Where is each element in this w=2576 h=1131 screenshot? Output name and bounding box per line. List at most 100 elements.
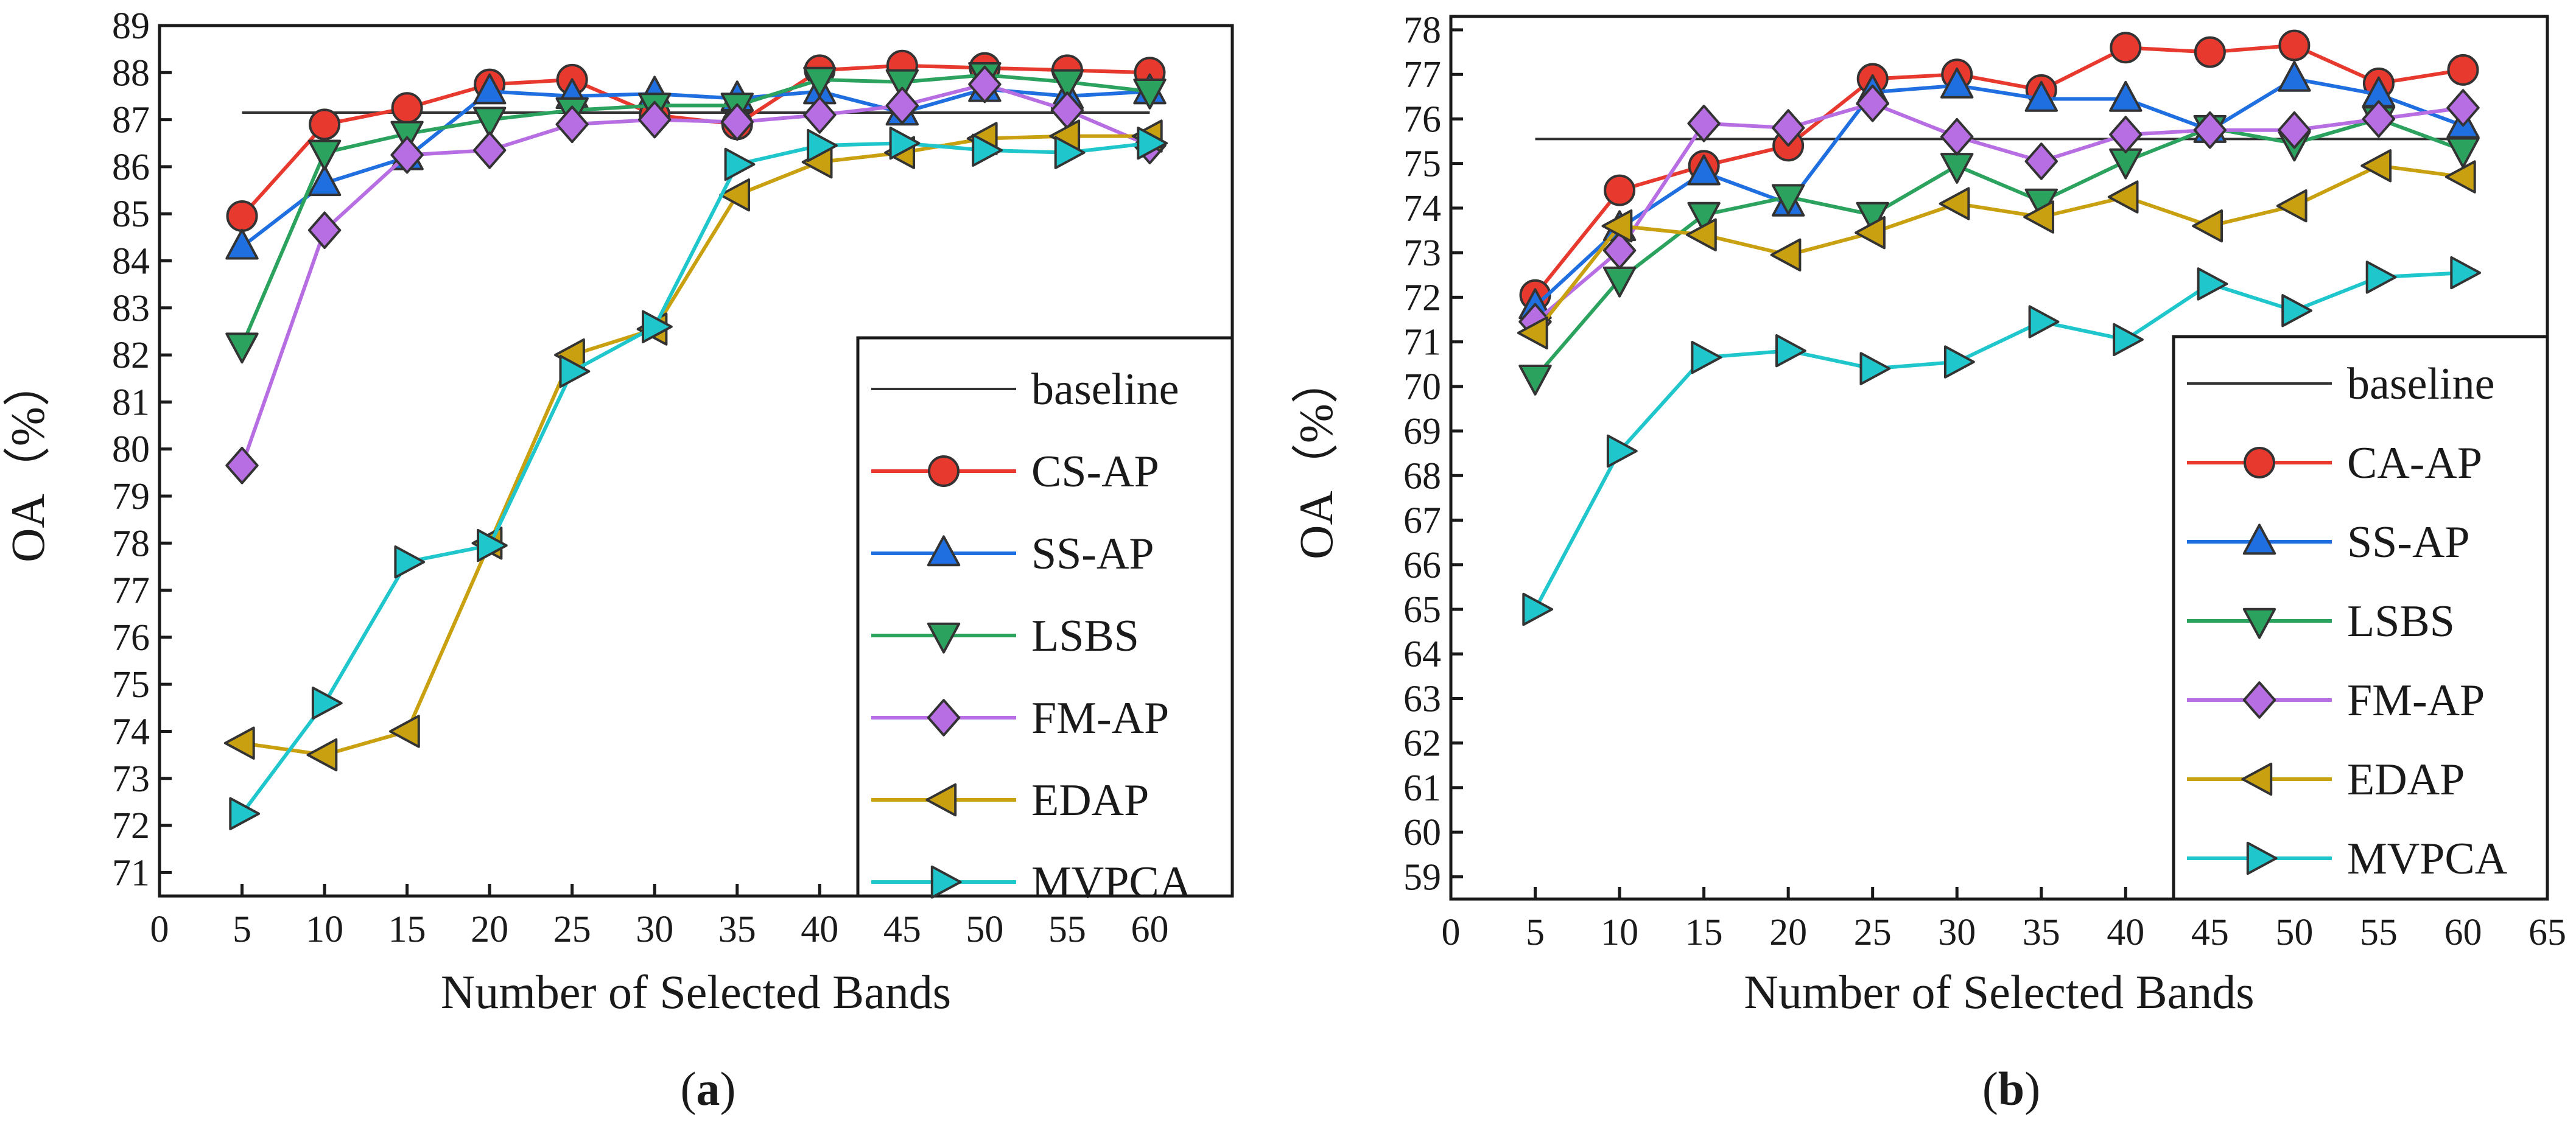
panel-a: 0 5 10 15 20 25 30 35 40 45 50 55 60 71 72 73 74 75 76 77 78…: [1, 5, 1234, 1115]
data-point-fm-ap: [2278, 111, 2311, 149]
legend-marker-fm-ap: [2242, 681, 2276, 719]
series-ss-ap: [225, 71, 1167, 260]
legend-label-baseline: baseline: [1031, 365, 1179, 415]
data-point-edap: [1601, 209, 1633, 243]
data-point-ss-ap: [225, 228, 259, 260]
series-line-edap: [242, 134, 1150, 757]
series-fm-ap: [225, 65, 1167, 485]
legend-label-ca-ap: CA-AP: [2347, 438, 2482, 488]
data-point-mvpca: [1054, 136, 1086, 169]
legend: baseline CA-AP SS-AP LSBS FM-AP EDAP MVPCA: [2172, 335, 2549, 901]
legend-label-ss-ap: SS-AP: [1031, 529, 1154, 579]
data-point-lsbs: [225, 332, 259, 364]
data-point-fm-ap: [2362, 100, 2396, 138]
y-tick-label: 74: [1403, 188, 1441, 229]
x-tick-label: 25: [1854, 912, 1892, 953]
data-point-ss-ap: [307, 165, 342, 197]
y-tick-label: 67: [1403, 500, 1441, 542]
data-point-lsbs: [1518, 365, 1552, 396]
data-point-ca-ap: [1604, 174, 1636, 206]
y-tick-label: 79: [112, 476, 150, 517]
data-point-lsbs: [1940, 153, 1974, 184]
data-point-fm-ap: [225, 446, 259, 485]
data-point-lsbs: [473, 107, 507, 138]
series-ss-ap: [1518, 60, 2480, 320]
legend-marker-ca-ap: [2244, 447, 2275, 478]
data-point-fm-ap: [1602, 231, 1637, 270]
data-point-mvpca: [229, 797, 261, 830]
data-point-edap: [2107, 180, 2139, 214]
legend-label-mvpca: MVPCA: [2347, 834, 2507, 884]
data-point-ca-ap: [2278, 29, 2311, 61]
legend-label-cs-ap: CS-AP: [1031, 447, 1159, 497]
legend-marker-ss-ap: [927, 535, 961, 567]
x-tick-label: 35: [2023, 912, 2060, 953]
data-point-lsbs: [1133, 79, 1167, 110]
y-tick-label: 61: [1403, 768, 1441, 809]
data-point-lsbs: [1772, 184, 1805, 215]
x-tick-label: 30: [636, 909, 673, 950]
data-point-ss-ap: [1940, 67, 1974, 99]
data-point-fm-ap: [1772, 109, 1805, 147]
data-point-edap: [306, 738, 338, 772]
data-point-mvpca: [311, 686, 343, 720]
data-point-edap: [1686, 218, 1717, 251]
legend-label-fm-ap: FM-AP: [1031, 693, 1169, 743]
y-tick-label: 76: [112, 617, 150, 659]
series-line-fm-ap: [240, 82, 1151, 466]
data-point-mvpca: [394, 545, 426, 579]
x-tick-label: 50: [2275, 912, 2313, 953]
data-point-lsbs: [1856, 201, 1889, 233]
data-point-lsbs: [885, 69, 919, 100]
x-tick-label: 65: [2529, 912, 2566, 953]
y-tick-label: 75: [112, 664, 150, 706]
y-tick-label: 72: [1403, 277, 1441, 318]
data-point-cs-ap: [309, 108, 341, 141]
panel-b: 0 5 10 15 20 25 30 35 40 45 50 55 60 6559606162636465…: [1290, 10, 2566, 1115]
series-edap: [1517, 149, 2476, 350]
data-point-ca-ap: [2194, 36, 2226, 68]
legend-marker-cs-ap: [928, 455, 960, 487]
x-tick-label: 60: [2444, 912, 2482, 953]
series-line-lsbs: [1534, 117, 2464, 379]
data-point-ss-ap: [2278, 60, 2311, 92]
y-tick-label: 63: [1403, 678, 1441, 720]
legend-marker-ss-ap: [2242, 523, 2276, 555]
y-tick-label: 86: [112, 147, 150, 188]
series-fm-ap: [1518, 85, 2480, 341]
data-point-edap: [2276, 189, 2308, 223]
data-point-edap: [1770, 238, 1802, 271]
series-line-mvpca: [1533, 271, 2463, 611]
data-point-edap: [1939, 187, 1970, 220]
data-point-ca-ap: [2110, 32, 2142, 64]
legend: baseline CS-AP SS-AP LSBS FM-AP EDAP MVPCA: [856, 336, 1234, 908]
data-point-mvpca: [889, 127, 921, 160]
y-tick-label: 76: [1403, 99, 1441, 140]
data-point-fm-ap: [473, 131, 507, 169]
y-tick-label: 70: [1403, 366, 1441, 408]
y-tick-label: 65: [1403, 589, 1441, 631]
y-tick-label: 74: [112, 711, 150, 752]
y-tick-label: 81: [112, 382, 150, 423]
x-tick-label: 0: [150, 909, 169, 950]
data-point-mvpca: [559, 354, 591, 388]
data-point-fm-ap: [638, 100, 672, 139]
data-point-fm-ap: [2024, 142, 2058, 180]
data-point-edap: [2360, 149, 2392, 183]
y-tick-label: 80: [112, 429, 150, 471]
data-point-ss-ap: [2024, 80, 2058, 112]
x-tick-label: 5: [1526, 912, 1545, 953]
data-point-lsbs: [307, 139, 342, 171]
data-point-mvpca: [2281, 294, 2312, 327]
series-mvpca: [1522, 256, 2482, 626]
legend-box: [856, 336, 1234, 898]
legend-label-mvpca: MVPCA: [1031, 858, 1191, 908]
x-tick-label: 30: [1938, 912, 1976, 953]
data-point-mvpca: [1606, 434, 1638, 468]
y-tick-label: 64: [1403, 634, 1441, 675]
data-point-edap: [389, 715, 420, 748]
x-tick-label: 20: [1769, 912, 1807, 953]
y-tick-label: 77: [112, 570, 150, 612]
data-point-mvpca: [2365, 261, 2397, 294]
data-point-fm-ap: [2193, 111, 2227, 149]
